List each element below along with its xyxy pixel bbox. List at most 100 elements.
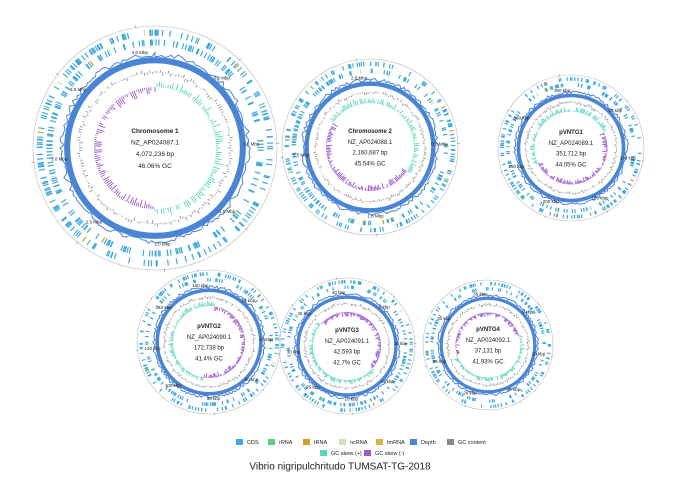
tick-label: 160 kbp	[192, 283, 209, 288]
feature	[265, 376, 269, 379]
feature	[220, 64, 226, 71]
feature	[146, 371, 151, 374]
gc-skew	[375, 353, 380, 356]
tick-label: 25 kbp	[306, 385, 320, 390]
feature	[330, 400, 333, 405]
gc-skew	[413, 154, 419, 156]
feature	[180, 32, 183, 39]
feature	[397, 371, 401, 375]
gc-skew	[210, 120, 217, 124]
feature	[286, 317, 291, 321]
gc-content	[170, 364, 173, 366]
feature	[431, 332, 435, 335]
gc-content	[113, 82, 116, 85]
feature	[327, 399, 330, 404]
feature	[109, 241, 114, 248]
feature	[299, 299, 303, 304]
gc-skew	[115, 190, 120, 196]
feature	[47, 129, 55, 132]
feature	[180, 402, 183, 407]
gc-skew	[185, 307, 190, 313]
gc-skew	[315, 323, 320, 327]
feature	[163, 288, 167, 292]
feature	[435, 308, 439, 312]
feature	[271, 317, 275, 320]
gc-skew	[575, 180, 577, 185]
tick-mark	[506, 109, 510, 112]
gc-skew	[328, 131, 333, 134]
feature	[322, 398, 326, 402]
gc-skew	[374, 185, 377, 191]
gc-skew	[212, 166, 220, 170]
gc-skew	[519, 335, 523, 338]
feature	[182, 277, 185, 281]
gc-content	[513, 314, 516, 317]
gc-content	[604, 118, 606, 121]
feature	[86, 239, 91, 246]
gc-skew	[582, 177, 586, 183]
feature	[459, 392, 462, 396]
gc-skew	[188, 309, 191, 312]
feature	[97, 44, 102, 51]
gc-skew	[596, 167, 601, 171]
feature	[62, 201, 69, 207]
gc-content	[528, 167, 531, 170]
feature	[224, 406, 227, 410]
feature	[244, 214, 251, 219]
feature	[246, 80, 253, 85]
feature	[366, 289, 370, 293]
feature	[323, 206, 327, 211]
feature	[128, 247, 132, 254]
gc-content	[420, 129, 423, 132]
feature	[301, 305, 305, 309]
gc-skew	[479, 313, 482, 318]
gc-skew	[326, 137, 331, 140]
feature	[140, 352, 144, 355]
feature	[625, 106, 630, 110]
gc-content	[168, 322, 171, 324]
feature	[50, 116, 57, 120]
feature	[221, 400, 224, 405]
feature	[431, 371, 435, 374]
gc-skew	[475, 375, 478, 378]
gc-skew	[359, 315, 363, 320]
feature	[588, 85, 591, 90]
feature	[436, 370, 441, 373]
gc-skew	[500, 374, 504, 379]
feature	[192, 242, 196, 250]
feature	[630, 130, 634, 133]
gc-content	[314, 318, 317, 321]
feature	[357, 280, 360, 285]
feature	[147, 360, 152, 363]
feature	[95, 233, 100, 240]
feature	[555, 84, 558, 89]
gc-skew	[137, 202, 140, 207]
feature	[508, 114, 512, 118]
gc-skew	[200, 377, 202, 381]
feature	[250, 206, 257, 211]
feature	[211, 45, 216, 52]
gc-skew	[329, 316, 332, 320]
feature	[48, 169, 55, 172]
feature	[541, 202, 545, 207]
gc-skew	[240, 351, 244, 354]
gc-skew	[471, 373, 474, 376]
feature	[516, 190, 520, 194]
gc-content	[529, 165, 531, 167]
gc-skew	[373, 326, 376, 329]
feature	[37, 162, 44, 165]
feature	[315, 89, 320, 94]
feature	[589, 206, 593, 210]
gc-skew	[233, 319, 238, 324]
gc-skew	[495, 313, 498, 319]
feature	[359, 281, 362, 285]
gc-skew	[314, 363, 319, 367]
gc-skew	[172, 325, 177, 328]
gc-skew	[357, 313, 360, 317]
feature	[439, 170, 445, 174]
gc-skew	[562, 180, 565, 184]
feature	[178, 285, 182, 289]
feature	[234, 212, 240, 217]
feature	[532, 311, 536, 315]
feature	[441, 385, 446, 389]
